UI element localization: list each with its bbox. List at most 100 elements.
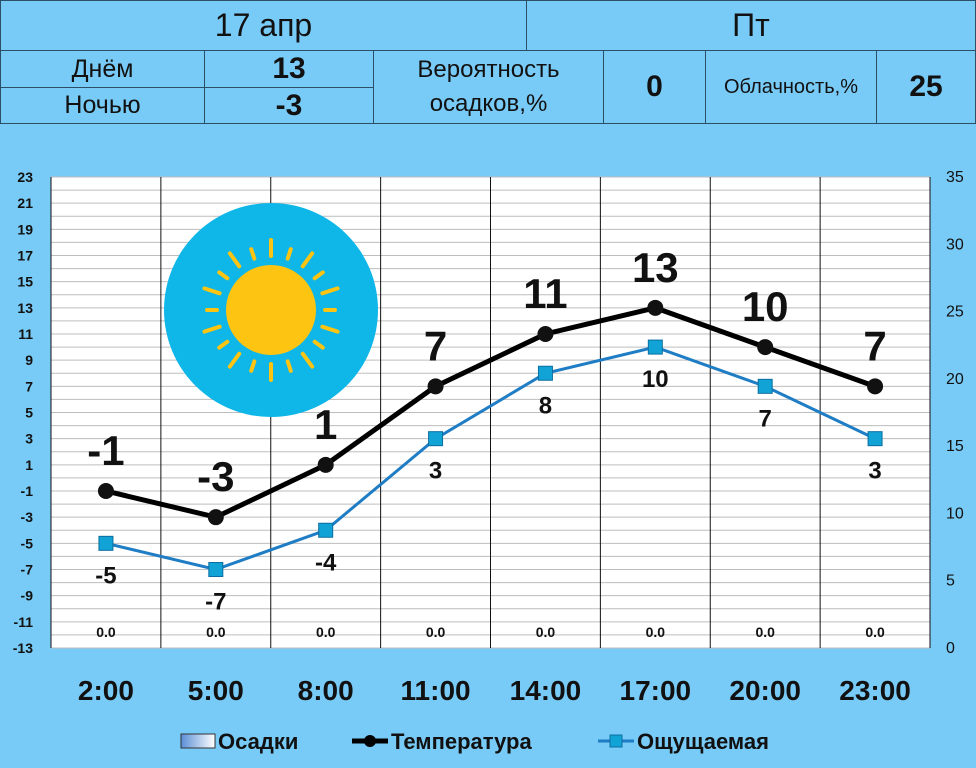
night-label: Ночью [0, 87, 205, 124]
feels-like-point [98, 535, 114, 551]
feels-like-label: 3 [868, 458, 881, 485]
precip-label-line2: осадков,% [429, 90, 548, 117]
sun-rays [202, 238, 340, 382]
legend: Осадки Температура Ощущаемая [180, 729, 769, 754]
day-temp-value: 13 [204, 50, 374, 88]
y-tick-left: 19 [17, 221, 33, 237]
precip-label: 0.0 [426, 624, 446, 640]
temperature-point [427, 378, 444, 395]
sun-disc [226, 265, 316, 355]
temperature-label: 10 [742, 283, 789, 330]
x-tick-label: 23:00 [839, 675, 911, 706]
series-lines: -5 -7 -4 3 8 10 7 3 -1 -3 1 7 11 13 10 7 [87, 244, 886, 616]
y-tick-left: 7 [25, 378, 33, 394]
feels-like-label: 10 [642, 366, 669, 393]
legend-feels-label: Ощущаемая [637, 729, 769, 754]
sun-ray [227, 351, 242, 369]
sun-ray [312, 270, 325, 281]
y-tick-left: 21 [17, 195, 33, 211]
y-tick-left: -11 [14, 614, 34, 630]
sun-ray [217, 339, 230, 350]
x-tick-label: 2:00 [78, 675, 134, 706]
temperature-label: -1 [87, 427, 124, 474]
night-temp-value: -3 [204, 87, 374, 124]
day-label: Днём [0, 50, 205, 88]
legend-temp-marker [364, 735, 376, 747]
temperature-label: 11 [523, 270, 567, 317]
precip-label-line1: Вероятность [417, 56, 560, 83]
y-tick-left: -1 [21, 483, 34, 499]
precipitation-labels: 0.0 0.0 0.0 0.0 0.0 0.0 0.0 0.0 [96, 624, 885, 640]
x-tick-label: 8:00 [298, 675, 354, 706]
cloud-label: Облачность,% [705, 50, 877, 124]
legend-precip-swatch [180, 733, 216, 749]
y-tick-right: 25 [946, 304, 964, 321]
y-tick-right: 35 [946, 169, 964, 186]
y-tick-right: 20 [946, 371, 964, 388]
feels-like-point [537, 365, 553, 381]
y-axis-right: 35 30 25 20 15 10 5 0 [946, 169, 964, 657]
y-tick-left: 11 [18, 326, 33, 342]
temperature-label: 7 [863, 322, 886, 369]
feels-like-point [428, 431, 444, 447]
sun-ray [320, 324, 340, 334]
y-tick-left: 17 [17, 248, 33, 264]
cloud-value: 25 [876, 50, 976, 124]
y-tick-left: 1 [25, 457, 33, 473]
y-tick-left: 5 [25, 405, 33, 421]
y-axis-left: 23 21 19 17 15 13 11 9 7 5 3 1 -1 -3 -5 -7 -9 -11 -13 [13, 169, 33, 656]
x-tick-label: 14:00 [510, 675, 582, 706]
legend-feels-marker [609, 734, 623, 748]
y-tick-right: 15 [946, 438, 964, 455]
temperature-point [97, 483, 114, 499]
sun-ray [202, 324, 222, 334]
precip-label: Вероятность осадков,% [373, 50, 604, 124]
temperature-label: 1 [314, 401, 337, 448]
sun-ray [202, 286, 222, 296]
sun-ray [249, 247, 257, 261]
y-tick-right: 10 [946, 505, 964, 522]
y-tick-left: -9 [21, 588, 34, 604]
temperature-label: 13 [632, 244, 679, 291]
y-tick-left: -3 [21, 509, 34, 525]
temperature-point [537, 326, 554, 342]
precip-label: 0.0 [96, 624, 116, 640]
feels-like-point [757, 378, 773, 394]
y-tick-left: 23 [17, 169, 33, 185]
feels-like-point [318, 522, 334, 538]
feels-like-point [867, 431, 883, 447]
y-tick-left: 3 [25, 431, 33, 447]
feels-like-point [647, 339, 663, 355]
x-axis: 2:00 5:00 8:00 11:00 14:00 17:00 20:00 23:00 [78, 675, 911, 706]
sun-ray [312, 339, 325, 350]
precip-label: 0.0 [206, 624, 226, 640]
feels-like-label: 7 [759, 405, 772, 432]
precip-value: 0 [603, 50, 706, 124]
temperature-point [317, 456, 334, 473]
sun-ray [300, 251, 315, 269]
feels-like-label: -4 [315, 549, 337, 576]
feels-like-label: -7 [205, 589, 226, 616]
temperature-label: -3 [197, 453, 234, 500]
temperature-point [647, 299, 664, 316]
feels-like-label: 8 [539, 392, 552, 419]
sun-ray [320, 286, 340, 296]
legend-temp-label: Температура [391, 729, 532, 754]
x-tick-label: 11:00 [401, 675, 471, 706]
x-tick-label: 5:00 [188, 675, 244, 706]
y-tick-right: 0 [946, 640, 955, 657]
precip-label: 0.0 [316, 624, 336, 640]
sun-icon [164, 203, 378, 417]
y-tick-left: -5 [21, 535, 34, 551]
precip-label: 0.0 [646, 624, 666, 640]
temperature-line [105, 305, 876, 520]
y-tick-left: -7 [21, 562, 34, 578]
y-tick-left: -13 [13, 640, 33, 656]
forecast-header: 17 апр Пт Днём 13 Ночью -3 Вероятность о… [0, 0, 976, 124]
date-cell: 17 апр [0, 0, 527, 51]
x-tick-label: 20:00 [729, 675, 801, 706]
legend-precip-label: Осадки [218, 729, 298, 754]
y-tick-right: 30 [946, 236, 964, 253]
sun-ray [285, 247, 293, 261]
x-tick-label: 17:00 [620, 675, 692, 706]
